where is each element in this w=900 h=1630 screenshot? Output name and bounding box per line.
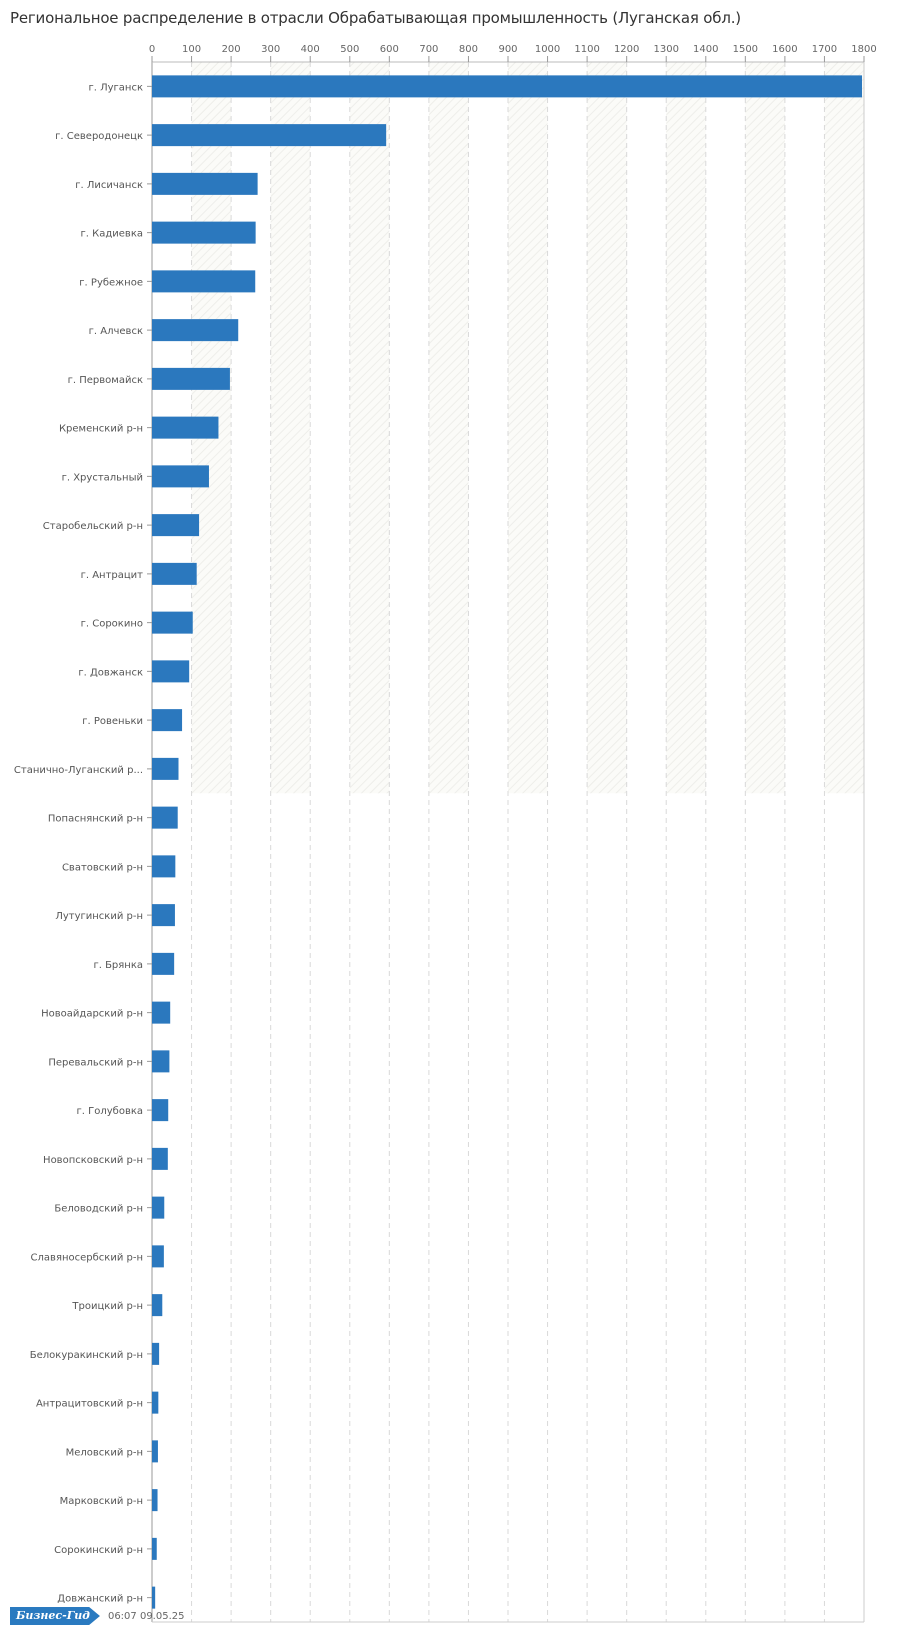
background-band [666, 62, 706, 794]
x-tick-label: 1400 [693, 44, 718, 55]
bar[interactable] [152, 1586, 156, 1609]
category-label: Марковский р-н [60, 1496, 143, 1507]
background-band [270, 62, 311, 794]
x-tick-label: 300 [261, 44, 280, 55]
category-label: г. Луганск [88, 82, 143, 93]
bar[interactable] [152, 172, 258, 195]
bar[interactable] [152, 1440, 158, 1463]
category-label: Новопсковский р-н [43, 1155, 143, 1166]
x-tick-label: 200 [222, 44, 241, 55]
x-tick-label: 100 [182, 44, 201, 55]
category-label: Белокуракинский р-н [30, 1350, 143, 1361]
bar[interactable] [152, 904, 175, 927]
bar[interactable] [152, 1537, 157, 1560]
bar[interactable] [152, 465, 209, 488]
x-tick-label: 900 [498, 44, 517, 55]
bar[interactable] [152, 562, 197, 585]
category-label: г. Антрацит [81, 570, 144, 581]
background-band [508, 62, 548, 794]
bar[interactable] [152, 1245, 164, 1268]
category-label: г. Хрустальный [62, 472, 143, 483]
x-tick-label: 1600 [772, 44, 797, 55]
category-label: г. Довжанск [78, 667, 143, 678]
x-tick-label: 1100 [574, 44, 599, 55]
brand-logo[interactable]: Бизнес-Гид [10, 1607, 100, 1625]
category-label: г. Кадиевка [81, 229, 143, 240]
bar[interactable] [152, 514, 200, 537]
bar[interactable] [152, 319, 239, 342]
bar[interactable] [152, 660, 190, 683]
category-label: г. Первомайск [68, 375, 143, 386]
background-band [824, 62, 864, 794]
bar[interactable] [152, 75, 863, 98]
background-band [349, 62, 390, 794]
bar[interactable] [152, 1147, 168, 1170]
bar[interactable] [152, 1099, 169, 1122]
bar[interactable] [152, 1050, 170, 1073]
bar[interactable] [152, 1294, 163, 1317]
category-label: Кременский р-н [59, 424, 143, 435]
bar[interactable] [152, 855, 176, 878]
x-tick-label: 1800 [851, 44, 876, 55]
timestamp: 06:07 09.05.25 [107, 1610, 185, 1622]
category-label: Новоайдарский р-н [41, 1009, 143, 1020]
category-label: г. Голубовка [77, 1106, 143, 1117]
category-label: Станично-Луганский р... [14, 765, 143, 776]
category-label: Старобельский р-н [43, 521, 143, 532]
bar[interactable] [152, 1342, 160, 1365]
bar[interactable] [152, 367, 230, 390]
category-label: г. Рубежное [79, 277, 143, 288]
x-tick-label: 0 [149, 44, 155, 55]
x-tick-label: 400 [301, 44, 320, 55]
x-tick-label: 700 [419, 44, 438, 55]
bar[interactable] [152, 1196, 165, 1219]
category-label: г. Алчевск [89, 326, 143, 337]
category-label: Лутугинский р-н [55, 911, 143, 922]
x-tick-label: 1300 [653, 44, 678, 55]
category-label: Довжанский р-н [57, 1594, 143, 1605]
x-tick-label: 800 [459, 44, 478, 55]
footer: Бизнес-Гид 06:07 09.05.25 [10, 1607, 184, 1625]
category-label: г. Брянка [93, 960, 143, 971]
bar[interactable] [152, 757, 179, 780]
category-label: Меловский р-н [66, 1447, 143, 1458]
bar[interactable] [152, 1391, 159, 1414]
category-label: Сватовский р-н [62, 862, 143, 873]
category-label: Антрацитовский р-н [36, 1399, 143, 1410]
category-label: Славяносербский р-н [31, 1252, 143, 1263]
bar[interactable] [152, 952, 175, 975]
category-label: г. Лисичанск [75, 180, 143, 191]
bar[interactable] [152, 416, 219, 439]
category-label: г. Сорокино [81, 619, 143, 630]
category-label: Троицкий р-н [71, 1301, 143, 1312]
bar[interactable] [152, 1001, 171, 1024]
x-tick-label: 1700 [812, 44, 837, 55]
x-tick-label: 1000 [535, 44, 560, 55]
x-tick-label: 1500 [733, 44, 758, 55]
bar[interactable] [152, 270, 256, 293]
bar[interactable] [152, 611, 193, 634]
category-label: Попаснянский р-н [48, 814, 143, 825]
bar[interactable] [152, 221, 256, 244]
bar[interactable] [152, 124, 387, 147]
bar[interactable] [152, 806, 178, 829]
category-label: г. Северодонецк [55, 131, 143, 142]
category-label: г. Ровеньки [82, 716, 143, 727]
background-band [428, 62, 469, 794]
x-tick-label: 600 [380, 44, 399, 55]
chart-title: Региональное распределение в отрасли Обр… [10, 9, 741, 27]
category-label: Перевальский р-н [48, 1057, 143, 1068]
category-label: Сорокинский р-н [54, 1545, 143, 1556]
bar[interactable] [152, 709, 183, 732]
category-label: Беловодский р-н [54, 1204, 143, 1215]
x-tick-label: 500 [340, 44, 359, 55]
background-band [745, 62, 785, 794]
bar[interactable] [152, 1489, 158, 1512]
x-tick-label: 1200 [614, 44, 639, 55]
background-band [587, 62, 627, 794]
